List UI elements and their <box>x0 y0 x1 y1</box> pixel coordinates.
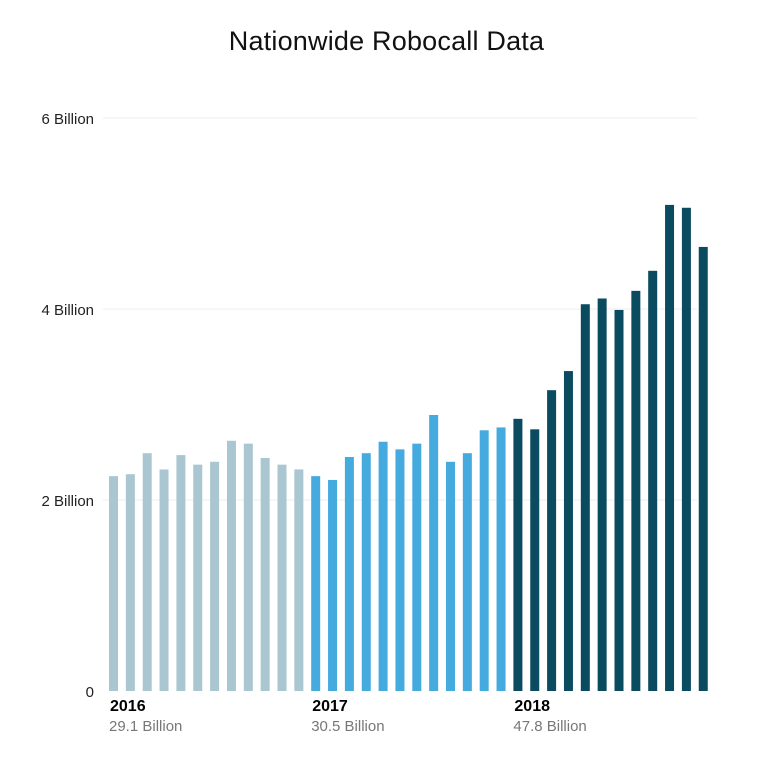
bar-2017-2 <box>328 479 338 691</box>
bar-2018-12 <box>698 246 708 691</box>
bar-2016-8 <box>226 440 236 691</box>
bar-2017-7 <box>412 443 422 691</box>
bar-2016-4 <box>159 469 169 691</box>
y-tick-label: 2 Billion <box>41 493 94 510</box>
bar-2017-3 <box>344 457 354 691</box>
year-total-2017: 30.5 Billion <box>311 718 384 735</box>
bar-2017-10 <box>462 453 472 691</box>
bar-2018-11 <box>681 207 691 691</box>
bar-2018-3 <box>547 390 557 691</box>
y-tick-label: 0 <box>86 684 94 701</box>
bar-2017-6 <box>395 449 405 691</box>
year-label-2018: 2018 <box>514 698 550 715</box>
y-tick-label: 4 Billion <box>41 302 94 319</box>
bar-2016-6 <box>193 464 203 691</box>
year-label-2017: 2017 <box>312 698 348 715</box>
bar-2018-7 <box>614 309 624 691</box>
bar-2017-12 <box>496 427 506 691</box>
year-total-2016: 29.1 Billion <box>109 718 182 735</box>
y-tick-label: 6 Billion <box>41 111 94 128</box>
bar-2016-12 <box>294 469 304 691</box>
bar-2018-10 <box>665 204 675 691</box>
bar-2017-8 <box>429 415 439 691</box>
bar-2018-9 <box>648 270 658 691</box>
year-total-2018: 47.8 Billion <box>513 718 586 735</box>
bar-2018-2 <box>530 429 540 691</box>
bar-2016-1 <box>109 476 118 692</box>
bar-2016-2 <box>125 474 135 691</box>
bar-2018-5 <box>580 304 590 691</box>
bar-2018-4 <box>563 371 573 691</box>
bar-2017-5 <box>378 441 388 691</box>
chart-title: Nationwide Robocall Data <box>228 26 545 56</box>
bar-2018-8 <box>631 290 641 691</box>
bar-2017-4 <box>361 453 371 691</box>
year-label-2016: 2016 <box>110 698 146 715</box>
bar-2018-1 <box>513 418 523 691</box>
bar-2017-9 <box>446 461 455 691</box>
bar-2017-11 <box>479 430 489 691</box>
bar-2016-9 <box>243 443 253 691</box>
bar-2018-6 <box>597 298 607 691</box>
bar-2017-1 <box>311 476 321 692</box>
bar-2016-10 <box>260 457 270 691</box>
bar-2016-7 <box>210 461 220 691</box>
bar-2016-11 <box>277 464 287 691</box>
bar-2016-5 <box>176 455 186 691</box>
bar-2016-3 <box>142 453 152 691</box>
